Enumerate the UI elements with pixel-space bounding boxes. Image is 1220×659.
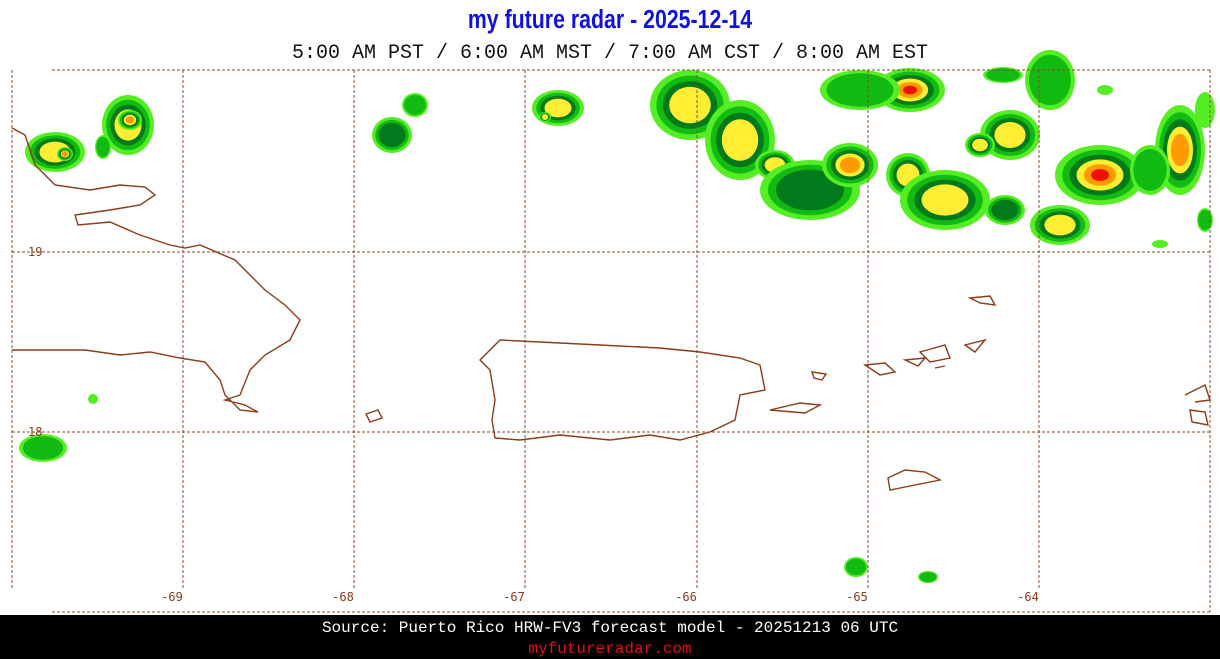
puerto-rico (479, 339, 766, 441)
lon-label: -69 (161, 590, 183, 604)
echo (991, 199, 1019, 221)
footer-bar (0, 615, 1220, 659)
echo (22, 436, 64, 460)
echo (404, 94, 426, 116)
echo (1198, 209, 1212, 231)
echo (994, 122, 1026, 148)
echo (921, 184, 969, 216)
echo (1195, 92, 1215, 128)
coastlines (11, 127, 1211, 491)
map-frame (11, 69, 1211, 613)
lat-label: 18 (28, 425, 42, 439)
st-croix (887, 469, 943, 491)
echo (88, 394, 98, 404)
echo (1097, 85, 1113, 95)
time-zones: 5:00 AM PST / 6:00 AM MST / 7:00 AM CST … (292, 42, 928, 65)
echo (1029, 54, 1071, 106)
lon-label: -64 (1017, 590, 1039, 604)
echo (721, 119, 759, 161)
lon-label: -65 (846, 590, 868, 604)
echo (919, 571, 937, 583)
labels: 19 18 -69 -68 -67 -66 -65 -64 (28, 245, 1039, 604)
echo (544, 98, 572, 118)
lat-lines (12, 251, 1210, 433)
radar-echoes (19, 50, 1215, 583)
vieques (769, 402, 823, 414)
echo (96, 136, 110, 158)
title: my future radar - 2025-12-14 (468, 5, 753, 35)
echo (845, 558, 867, 576)
echo (776, 169, 844, 211)
mona (365, 409, 383, 423)
echo (839, 157, 861, 173)
lon-label: -66 (675, 590, 697, 604)
grid (11, 69, 1211, 613)
source: Source: Puerto Rico HRW-FV3 forecast mod… (322, 619, 898, 637)
echo (125, 116, 135, 124)
hispaniola (11, 127, 301, 413)
echo (1133, 149, 1167, 191)
echo (1152, 240, 1168, 248)
echo (986, 68, 1020, 82)
echo (541, 114, 549, 120)
echo (378, 122, 406, 148)
culebra (810, 371, 828, 381)
lon-lines (182, 70, 1040, 590)
echo (826, 73, 894, 107)
lat-label: 19 (28, 245, 42, 259)
echo (1171, 133, 1189, 167)
echo (62, 151, 68, 157)
virgin-islands (862, 295, 1211, 426)
echo (972, 138, 988, 152)
echo (1044, 214, 1076, 236)
echo (1091, 169, 1109, 181)
lon-label: -68 (332, 590, 354, 604)
echo (669, 86, 711, 124)
echo (903, 85, 917, 95)
site-link[interactable]: myfutureradar.com (528, 640, 691, 658)
lon-label: -67 (503, 590, 525, 604)
